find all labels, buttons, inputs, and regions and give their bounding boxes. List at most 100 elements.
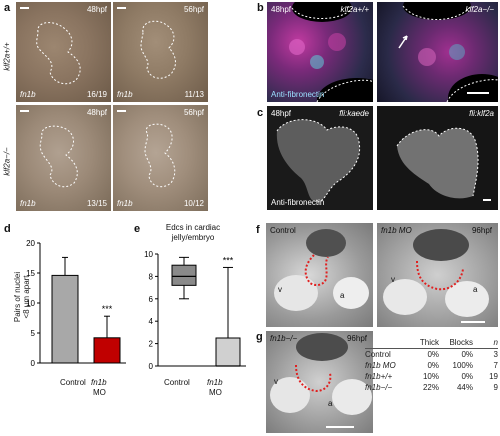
- y-tick-label: 5: [31, 329, 36, 338]
- panel-a-tile-4: 56hpf fn1b 10/12: [113, 105, 208, 211]
- panel-a-row-label-mut: klf2a−/−: [2, 147, 12, 176]
- panel-a-letter: a: [4, 2, 11, 14]
- g-v: v: [274, 377, 278, 386]
- bar-chart-d: 0 5 10 15 20 ***: [26, 239, 126, 368]
- y-tick-label: 0: [149, 362, 154, 371]
- table-cell: 3: [493, 350, 498, 359]
- heart-outline: [20, 110, 78, 188]
- table-cell: 44%: [456, 383, 473, 392]
- table-cell: fn1b−/−: [365, 383, 393, 392]
- e-cat-control: Control: [164, 378, 190, 387]
- d-cat-control: Control: [60, 378, 86, 387]
- table-cell: 10%: [422, 372, 439, 381]
- table-row: fn1b+/+ 10% 0% 19: [365, 371, 498, 382]
- significance-marker: ***: [223, 255, 234, 265]
- tile-time: 48hpf: [86, 5, 107, 14]
- heart-shape: [276, 119, 361, 203]
- panel-f-letter: f: [256, 224, 260, 236]
- table-cell: 22%: [422, 383, 439, 392]
- table-header-cell: Blocks: [449, 338, 473, 347]
- c-right-label: fli:klf2a: [469, 109, 494, 118]
- panel-g-image: fn1b−/− 96hpf v a: [266, 331, 373, 433]
- y-tick-label: 4: [149, 317, 154, 326]
- d-cat-mo: MO: [93, 388, 106, 397]
- em-image: [383, 229, 489, 323]
- tile-time: 56hpf: [183, 5, 204, 14]
- d-cat-fn1b: fn1b: [91, 378, 107, 387]
- panel-g-letter: g: [256, 331, 263, 343]
- e-title-line2: jelly/embryo: [171, 233, 215, 242]
- panel-b-right-image: klf2a−/−: [377, 2, 498, 102]
- tile-gene: fn1b: [117, 90, 133, 99]
- panel-f-right-image: fn1b MO 96hpf v a: [377, 223, 498, 327]
- c-stain-label: Anti-fibronectin: [271, 198, 325, 207]
- y-tick-label: 2: [149, 340, 154, 349]
- em-image: [270, 333, 372, 428]
- y-tick-label: 10: [144, 250, 153, 259]
- f-right-a: a: [473, 285, 478, 294]
- tile-count: 16/19: [86, 90, 107, 99]
- y-tick-label: 6: [149, 295, 154, 304]
- e-title-line1: Edcs in cardiac: [165, 223, 221, 232]
- table-cell: 0%: [427, 361, 439, 370]
- heart-shape: [396, 127, 491, 201]
- tile-count: 11/13: [184, 90, 204, 99]
- g-a: a: [328, 399, 333, 408]
- bar: [93, 337, 121, 364]
- b-time: 48hpf: [271, 5, 292, 14]
- table-row: Control 0% 0% 3: [365, 349, 498, 360]
- panel-c-right-image: fli:klf2a: [377, 106, 498, 210]
- panel-a-tile-2: 56hpf fn1b 11/13: [113, 2, 208, 102]
- em-image: [274, 229, 369, 311]
- table-row: fn1b MO 0% 100% 7: [365, 360, 498, 371]
- heart-outline: [117, 110, 176, 188]
- table-cell: 0%: [427, 350, 439, 359]
- table-cell: fn1b MO: [365, 361, 396, 370]
- f-left-a: a: [340, 291, 345, 300]
- panel-a-row-label-wt: klf2a+/+: [2, 42, 12, 71]
- panel-a-tile-1: 48hpf fn1b 16/19: [16, 2, 111, 102]
- g-time: 96hpf: [346, 334, 367, 343]
- tissue-outline: [289, 2, 373, 102]
- e-cat-mo: MO: [209, 388, 222, 397]
- f-left-label: Control: [270, 226, 296, 235]
- results-table: Thick Blocks n Control 0% 0% 3 fn1b MO 0…: [365, 337, 498, 393]
- table-cell: 100%: [452, 361, 473, 370]
- table-cell: 7: [493, 361, 498, 370]
- table-header-cell: n: [493, 338, 498, 347]
- panel-e-letter: e: [134, 223, 141, 235]
- significance-marker: ***: [102, 304, 113, 314]
- table-cell: 0%: [461, 350, 473, 359]
- y-tick-label: 20: [26, 239, 35, 248]
- table-row: fn1b−/− 22% 44% 9: [365, 382, 498, 393]
- e-cat-fn1b: fn1b: [207, 378, 223, 387]
- box-chart-e: 0 2 4 6 8 10 ***: [144, 250, 246, 371]
- b-stain-label: Anti-fibronectin: [271, 90, 325, 99]
- table-cell: 0%: [461, 372, 473, 381]
- panel-b-left-image: 48hpf klf2a+/+ Anti-fibronectin: [267, 2, 373, 102]
- y-tick-label: 0: [31, 359, 36, 368]
- table-cell: fn1b+/+: [365, 372, 393, 381]
- tile-count: 10/12: [183, 199, 204, 208]
- panel-a-tile-3: 48hpf fn1b 13/15: [16, 105, 111, 211]
- f-right-label: fn1b MO: [381, 226, 412, 235]
- panel-d-letter: d: [4, 223, 11, 235]
- table-cell: 9: [493, 383, 498, 392]
- table-cell: Control: [365, 350, 391, 359]
- f-left-v: v: [278, 285, 282, 294]
- heart-outline: [117, 7, 176, 79]
- box: [215, 337, 241, 367]
- table-header-cell: Thick: [419, 338, 439, 347]
- g-label: fn1b−/−: [270, 334, 298, 343]
- b-right-label: klf2a−/−: [465, 5, 494, 14]
- c-left-label: fli:kaede: [339, 109, 369, 118]
- panel-c-left-image: 48hpf fli:kaede Anti-fibronectin: [267, 106, 373, 210]
- c-time: 48hpf: [271, 109, 292, 118]
- tile-time: 56hpf: [183, 108, 204, 117]
- tile-count: 13/15: [86, 199, 107, 208]
- y-tick-label: 10: [26, 299, 35, 308]
- tile-gene: fn1b: [20, 199, 36, 208]
- tile-gene: fn1b: [20, 90, 36, 99]
- f-right-v: v: [391, 275, 395, 284]
- e-title: Edcs in cardiac jelly/embryo: [148, 223, 238, 243]
